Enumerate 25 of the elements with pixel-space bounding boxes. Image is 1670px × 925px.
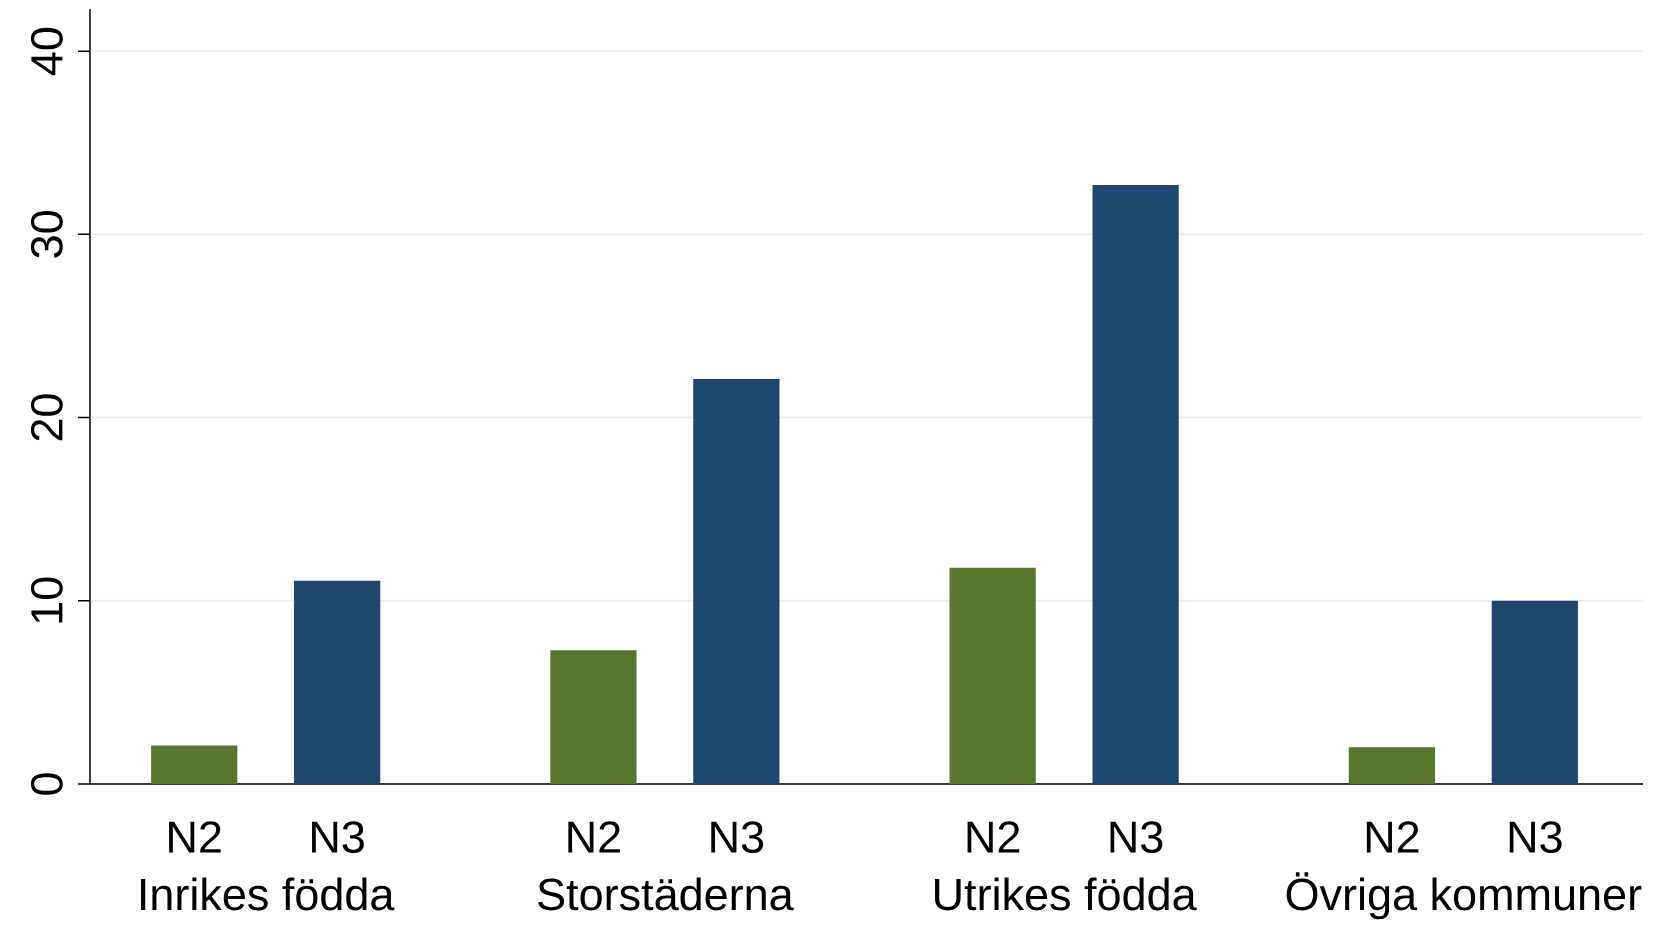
y-tick-label: 10 xyxy=(30,577,63,623)
series-label: N3 xyxy=(312,821,364,854)
y-tick-label: 20 xyxy=(30,394,63,441)
text: N3 xyxy=(1110,821,1163,854)
x-tick-label: Utrikes födda xyxy=(935,877,1197,911)
y-tick-label: 0 xyxy=(30,773,63,795)
text: N2 xyxy=(967,821,1020,853)
bar xyxy=(294,580,381,784)
text: N3 xyxy=(1509,821,1562,854)
bar xyxy=(151,745,238,784)
bar xyxy=(1092,184,1179,784)
y-tick-label: 40 xyxy=(30,27,63,76)
bar xyxy=(550,650,637,784)
bar xyxy=(693,379,780,784)
bar xyxy=(1491,600,1578,784)
x-tick-label: Övriga kommuner xyxy=(1286,872,1642,920)
x-tick-label: Inrikes födda xyxy=(140,877,395,911)
bar xyxy=(1348,747,1436,784)
text: N3 xyxy=(711,821,764,854)
bar xyxy=(949,567,1036,784)
text: N2 xyxy=(568,821,620,853)
text: N2 xyxy=(1366,821,1419,853)
y-tick-label: 30 xyxy=(30,211,63,258)
x-tick-label: Storstäderna xyxy=(538,877,794,911)
series-label: N2 xyxy=(169,821,221,853)
